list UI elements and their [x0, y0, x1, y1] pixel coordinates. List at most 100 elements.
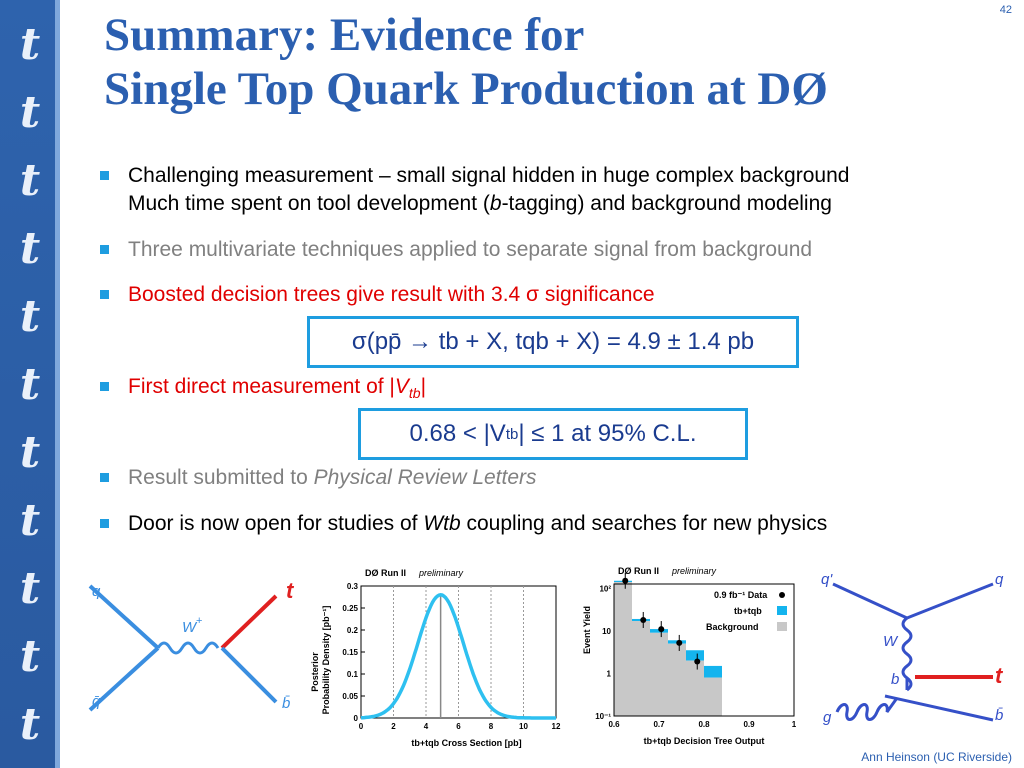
slide-title: Summary: Evidence for Single Top Quark P… — [104, 8, 828, 116]
legend-signal-swatch — [777, 606, 787, 615]
x-axis-label: tb+tqb Cross Section [pb] — [411, 738, 521, 748]
x-axis-label: tb+tqb Decision Tree Output — [644, 736, 765, 746]
w-boson-label: W — [182, 619, 198, 636]
x-tick-label: 10 — [519, 722, 528, 731]
y-axis-label-2: Probability Density [pb⁻¹] — [321, 606, 331, 715]
title-line-1: Summary: Evidence for — [104, 9, 585, 61]
x-tick-label: 1 — [792, 720, 797, 729]
y-tick-label: 10 — [602, 627, 611, 636]
bullet-text: First direct measurement of |Vtb| — [128, 375, 427, 402]
bullet-marker-icon — [100, 382, 109, 391]
x-tick-label: 0.7 — [653, 720, 665, 729]
background-bar — [614, 582, 632, 716]
w-charge-label: + — [196, 615, 202, 627]
footer-author: Ann Heinson (UC Riverside) — [861, 750, 1012, 764]
vtb-limit-formula: 0.68 < |V tb | ≤ 1 at 95% C.L. — [358, 408, 748, 460]
chart-header: DØ Run II — [618, 566, 659, 576]
data-point — [676, 639, 683, 646]
sidebar-t-glyph: t — [19, 358, 41, 410]
sidebar-t-glyph: t — [19, 630, 41, 682]
signal-bar — [704, 665, 722, 678]
sidebar-stripe — [55, 0, 60, 768]
sidebar-t-glyph: t — [19, 698, 41, 750]
bullet-marker-icon — [100, 171, 109, 180]
plot-frame — [613, 583, 795, 717]
sidebar-t-glyph: t — [19, 290, 41, 342]
chart-header-italic: preliminary — [418, 568, 464, 578]
background-bar — [704, 677, 722, 716]
x-tick-label: 0.6 — [608, 720, 620, 729]
y-tick-label: 0.05 — [342, 692, 358, 701]
decision-tree-output-chart: 0.6 0.7 0.8 0.9 1 10⁻¹ 1 10 10² 0.9 fb⁻¹ Data tb+t… — [582, 566, 797, 746]
x-tick-label: 0.8 — [698, 720, 710, 729]
background-bar — [686, 660, 704, 716]
sidebar-t-glyph: t — [19, 426, 41, 478]
y-axis-label-1: Posterior — [310, 652, 320, 692]
bullet-text-line2: Much time spent on tool development (b-t… — [128, 192, 832, 215]
background-bar — [632, 621, 650, 716]
top-quark-label: t — [286, 578, 295, 603]
legend-signal-label: tb+tqb — [734, 606, 762, 616]
y-tick-label: 10² — [599, 584, 611, 593]
y-axis-label: Event Yield — [582, 606, 592, 654]
x-tick-label: 0 — [359, 722, 364, 731]
y-tick-label: 10⁻¹ — [595, 712, 611, 721]
bullet-multivariate: Three multivariate techniques applied to… — [100, 236, 812, 264]
sidebar-t-glyph: t — [19, 154, 41, 206]
bbar-label: b̄ — [282, 695, 291, 712]
data-point — [640, 616, 647, 623]
bullet-boosted-trees: Boosted decision trees give result with … — [100, 281, 655, 309]
y-tick-label: 0.3 — [347, 582, 359, 591]
x-tick-label: 6 — [456, 722, 461, 731]
y-tick-label: 0.1 — [347, 670, 359, 679]
y-tick-label: 1 — [607, 669, 612, 678]
legend-data-marker — [779, 592, 785, 598]
title-line-2: Single Top Quark Production at DØ — [104, 63, 828, 115]
bullet-text: Challenging measurement – small signal h… — [128, 164, 850, 187]
sidebar-t-glyph: t — [19, 222, 41, 274]
background-bar — [650, 632, 668, 716]
x-tick-label: 8 — [489, 722, 494, 731]
cross-section-formula: σ(pp̄ → tb + X, tqb + X) = 4.9 ± 1.4 pb — [307, 316, 799, 368]
page-number: 42 — [999, 4, 1012, 16]
posterior-density-chart: 0 2 4 6 8 10 12 0 0.05 0.1 0.15 0.2 0.25 0.3 DØ Run II… — [310, 568, 561, 748]
bullet-vtb: First direct measurement of |Vtb| — [100, 373, 426, 407]
quark-label: q — [995, 571, 1004, 588]
qprime-label: q' — [821, 571, 833, 588]
legend-data-label: 0.9 fb⁻¹ Data — [714, 590, 768, 600]
feynman-diagram-t-channel: q' q W b t g b̄ — [821, 571, 1004, 726]
y-tick-label: 0.25 — [342, 604, 358, 613]
chart-header: DØ Run II — [365, 568, 406, 578]
b-quark-label: b — [891, 671, 899, 688]
posterior-curve — [361, 593, 556, 720]
antiquark-label: q̄' — [92, 693, 104, 710]
y-tick-label: 0 — [354, 714, 359, 723]
bullet-text: Result submitted to Physical Review Lett… — [128, 466, 537, 489]
sidebar-t-glyph: t — [19, 494, 41, 546]
x-tick-label: 2 — [391, 722, 396, 731]
x-tick-label: 4 — [424, 722, 429, 731]
feynman-diagram-s-channel: q q̄' W + t b̄ — [88, 578, 295, 712]
bullet-marker-icon — [100, 290, 109, 299]
data-point — [694, 658, 701, 665]
y-tick-label: 0.2 — [347, 626, 359, 635]
bullet-marker-icon — [100, 519, 109, 528]
top-quark-label: t — [995, 663, 1004, 688]
sidebar-decoration: t t t t t t t t t t t — [0, 0, 60, 768]
bullet-marker-icon — [100, 245, 109, 254]
data-point — [658, 626, 665, 633]
x-tick-label: 12 — [552, 722, 561, 731]
quark-label: q — [92, 583, 101, 600]
chart-header-italic: preliminary — [671, 566, 717, 576]
gluon-label: g — [823, 709, 832, 726]
bullet-door-open: Door is now open for studies of Wtb coup… — [100, 510, 827, 538]
bullet-marker-icon — [100, 473, 109, 482]
bullet-text: Boosted decision trees give result with … — [128, 283, 655, 306]
data-point — [622, 577, 629, 584]
background-bar — [668, 643, 686, 716]
w-boson-label: W — [883, 633, 899, 650]
bullet-text: Door is now open for studies of Wtb coup… — [128, 512, 828, 535]
bbar-label: b̄ — [995, 707, 1004, 724]
legend-background-label: Background — [706, 622, 759, 632]
sidebar-t-glyph: t — [19, 18, 41, 70]
